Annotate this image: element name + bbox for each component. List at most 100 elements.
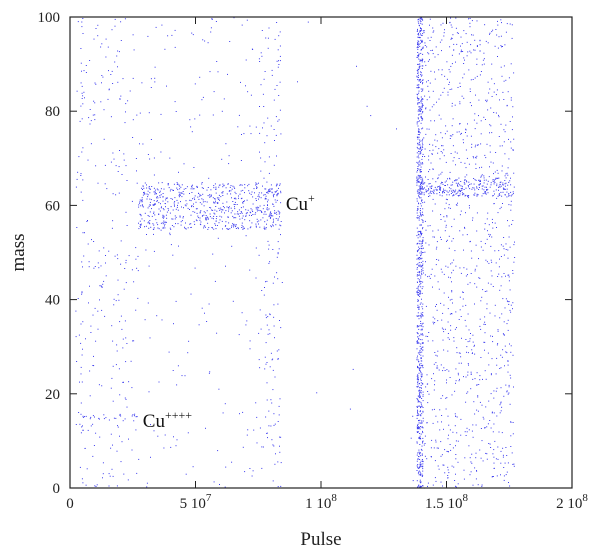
data-point <box>141 187 143 189</box>
data-point <box>459 267 461 269</box>
data-point <box>90 416 92 418</box>
data-point <box>423 194 425 196</box>
data-point <box>506 172 508 174</box>
data-point <box>269 213 271 215</box>
data-point <box>454 480 456 481</box>
data-point <box>465 194 467 196</box>
data-point <box>495 178 497 180</box>
data-point <box>483 418 485 420</box>
data-point <box>157 197 159 199</box>
data-point <box>255 402 257 404</box>
data-point <box>84 448 86 449</box>
data-point <box>211 18 213 20</box>
data-point <box>503 129 505 131</box>
data-point <box>416 442 418 444</box>
data-point <box>265 317 267 319</box>
data-point <box>449 207 451 209</box>
data-point <box>508 138 509 140</box>
data-point <box>93 267 95 269</box>
data-point <box>145 225 147 227</box>
data-point <box>137 255 139 257</box>
data-point <box>510 97 512 99</box>
data-point <box>159 190 161 192</box>
data-point <box>453 194 455 196</box>
data-point <box>244 192 245 194</box>
data-point <box>417 40 419 42</box>
data-point <box>271 402 273 404</box>
data-point <box>418 54 420 56</box>
data-point <box>234 201 236 203</box>
data-point <box>162 222 164 224</box>
data-point <box>496 183 498 185</box>
data-point <box>435 362 437 364</box>
data-point <box>95 28 97 29</box>
data-point <box>221 216 223 218</box>
data-point <box>449 277 451 279</box>
data-point <box>439 194 441 196</box>
data-point <box>261 55 263 57</box>
data-point <box>469 338 471 340</box>
data-point <box>135 416 137 418</box>
data-point <box>419 351 421 353</box>
data-point <box>475 168 477 169</box>
data-point <box>211 19 213 20</box>
data-point <box>198 198 200 200</box>
data-point <box>139 213 141 215</box>
data-point <box>433 189 435 191</box>
data-point <box>160 194 162 196</box>
data-point <box>500 191 502 193</box>
data-point <box>418 22 420 24</box>
data-point <box>420 178 422 180</box>
data-point <box>192 466 194 468</box>
data-point <box>421 422 423 424</box>
data-point <box>460 316 462 317</box>
data-point <box>356 65 357 67</box>
data-point <box>503 65 505 67</box>
data-point <box>500 285 502 287</box>
data-point <box>270 184 272 186</box>
data-point <box>277 461 279 463</box>
data-point <box>276 184 278 186</box>
data-point <box>171 218 173 220</box>
data-point <box>88 266 90 268</box>
data-point <box>148 186 150 187</box>
data-point <box>510 304 512 306</box>
data-point <box>502 91 504 93</box>
data-point <box>271 188 273 190</box>
data-point <box>273 316 275 318</box>
data-point <box>495 458 497 460</box>
data-point <box>447 415 449 417</box>
data-point <box>162 196 164 198</box>
data-point <box>192 184 193 186</box>
data-point <box>100 265 102 267</box>
data-point <box>463 181 465 183</box>
data-point <box>509 121 511 122</box>
data-point <box>271 439 273 441</box>
data-point <box>171 198 173 200</box>
data-point <box>219 484 220 485</box>
data-point <box>213 202 215 204</box>
data-point <box>454 250 456 252</box>
data-point <box>484 321 486 323</box>
data-point <box>500 35 502 37</box>
data-point <box>202 199 204 201</box>
data-point <box>207 42 209 44</box>
data-point <box>495 177 497 179</box>
data-point <box>417 21 419 23</box>
data-point <box>417 257 419 259</box>
data-point <box>422 178 424 180</box>
data-point <box>447 94 449 96</box>
data-point <box>184 204 186 206</box>
data-point <box>183 163 185 165</box>
data-point <box>467 123 468 125</box>
data-point <box>126 225 128 226</box>
data-point <box>419 30 421 32</box>
data-point <box>443 149 445 151</box>
data-point <box>462 234 464 236</box>
data-point <box>424 148 426 150</box>
data-point <box>417 452 419 454</box>
data-point <box>458 182 459 184</box>
data-point <box>480 143 482 145</box>
data-point <box>444 75 446 77</box>
data-point <box>468 181 470 183</box>
